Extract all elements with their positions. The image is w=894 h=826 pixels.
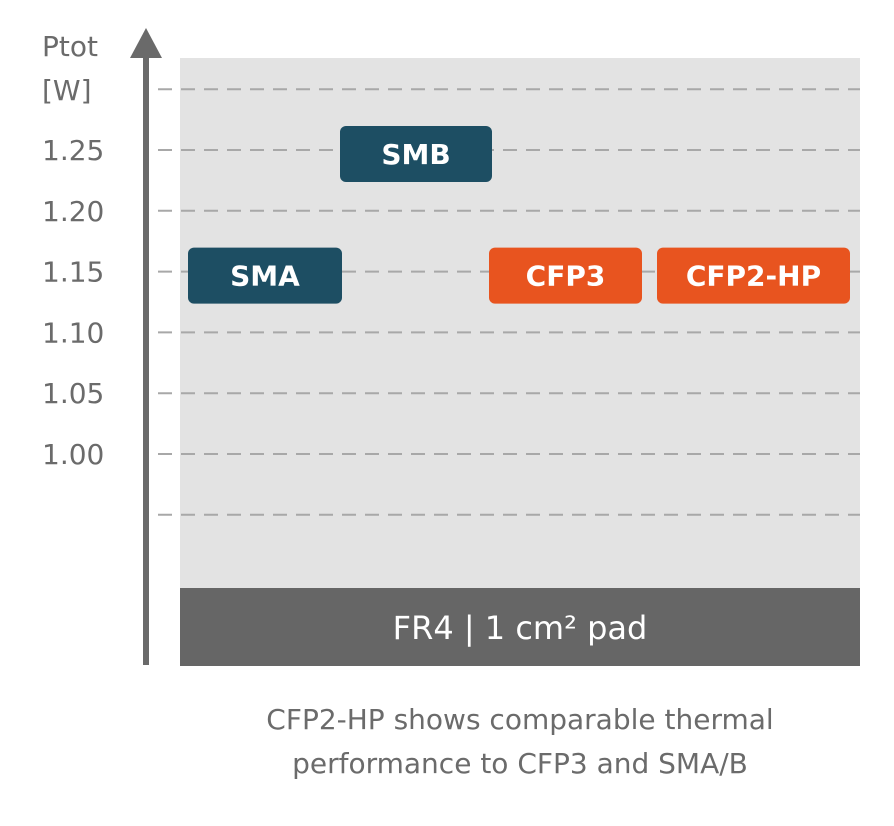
y-axis-arrow-icon xyxy=(130,28,162,58)
y-tick-label: 1.00 xyxy=(42,438,104,471)
footer-label: FR4 | 1 cm² pad xyxy=(393,609,648,647)
data-point-sma: SMA xyxy=(188,247,342,304)
data-point-box xyxy=(188,247,342,304)
data-point-label: SMB xyxy=(381,138,450,171)
chart: Ptot [W] 1.25 1.20 1.15 1.10 1.05 1.00 SMB SMA… xyxy=(42,28,860,666)
caption-line-2: performance to CFP3 and SMA/B xyxy=(292,747,748,780)
data-point-label: SMA xyxy=(230,260,300,293)
y-tick-label: 1.10 xyxy=(42,316,104,349)
data-point-cfp2-hp: CFP2-HP xyxy=(657,247,850,304)
y-axis-unit: [W] xyxy=(42,74,92,107)
y-tick-label: 1.25 xyxy=(42,134,104,167)
data-point-label: CFP3 xyxy=(526,260,606,293)
y-axis-label: Ptot xyxy=(42,30,98,63)
data-point-box xyxy=(340,126,492,182)
plot-area xyxy=(180,58,860,588)
data-point-smb: SMB xyxy=(340,126,492,182)
data-point-box xyxy=(657,247,850,304)
data-point-cfp3: CFP3 xyxy=(489,247,642,304)
caption-line-1: CFP2-HP shows comparable thermal xyxy=(266,703,774,736)
footer-bar xyxy=(180,588,860,666)
y-tick-label: 1.15 xyxy=(42,256,104,289)
data-points: SMB SMA CFP3 CFP2-HP xyxy=(188,126,850,304)
caption: CFP2-HP shows comparable thermal perform… xyxy=(180,698,860,786)
data-point-box xyxy=(489,247,642,304)
data-point-label: CFP2-HP xyxy=(686,260,821,293)
y-tick-labels: 1.25 1.20 1.15 1.10 1.05 1.00 xyxy=(42,134,104,471)
y-tick-label: 1.20 xyxy=(42,195,104,228)
y-tick-label: 1.05 xyxy=(42,377,104,410)
